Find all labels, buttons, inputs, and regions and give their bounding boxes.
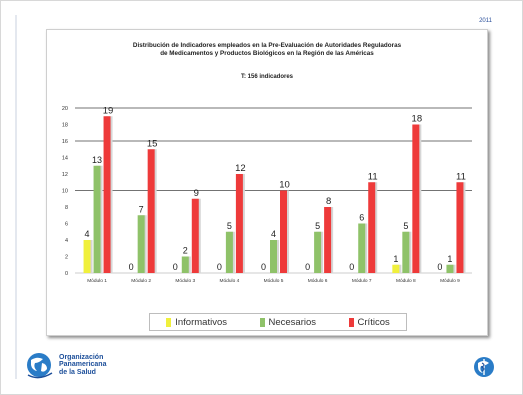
data-label: 4 (85, 229, 90, 239)
data-label: 13 (92, 155, 102, 165)
legend-item-informativos: Informativos (166, 317, 227, 328)
bar-necesarios (270, 240, 277, 273)
legend-label-informativos: Informativos (175, 316, 227, 328)
y-tick-label: 2 (65, 255, 68, 261)
data-label: 2 (183, 246, 188, 256)
data-label: 1 (393, 254, 398, 264)
legend-label-necesarios: Necesarios (268, 316, 317, 328)
x-tick-label: Módulo 1 (87, 278, 107, 284)
bar-críticos (280, 190, 287, 273)
data-label: 11 (456, 171, 466, 182)
bar-críticos (368, 182, 376, 273)
paho-logo-line-3: de la Salud (59, 368, 96, 376)
data-label: 0 (305, 262, 310, 272)
bar-necesarios (358, 223, 366, 273)
chart-panel: Distribución de Indicadores empleados en… (46, 29, 488, 336)
bar-necesarios (225, 231, 233, 273)
legend-item-necesarios: Necesarios (259, 316, 317, 328)
legend-swatch-informativos (166, 317, 172, 327)
legend-swatch-criticos (348, 317, 354, 327)
data-label: 5 (403, 221, 408, 231)
y-tick-label: 0 (65, 271, 68, 277)
chart-title-line-2: de Medicamentos y Productos Biológicos e… (160, 50, 374, 57)
paho-logo-line-2: Panamericana (59, 361, 107, 369)
data-label: 0 (437, 262, 442, 272)
data-label: 10 (279, 180, 290, 191)
data-label: 15 (147, 138, 158, 149)
data-label: 5 (315, 221, 320, 231)
y-tick-label: 8 (65, 205, 68, 211)
data-label: 19 (103, 105, 114, 116)
data-label: 11 (368, 171, 378, 182)
who-logo (472, 355, 496, 384)
bar-críticos (235, 174, 243, 273)
data-label: 6 (359, 213, 364, 223)
x-tick-label: Módulo 6 (308, 278, 328, 284)
y-tick-label: 16 (62, 139, 68, 145)
bar-informativos (83, 240, 91, 273)
bar-críticos (147, 149, 155, 273)
legend-item-criticos: Críticos (348, 316, 390, 328)
data-label: 1 (447, 254, 452, 264)
bar-críticos (412, 124, 420, 273)
data-label: 18 (412, 114, 423, 125)
y-tick-label: 20 (62, 106, 68, 112)
data-label: 9 (194, 188, 199, 199)
y-tick-label: 10 (62, 189, 68, 195)
bar-críticos (103, 116, 111, 273)
x-tick-label: Módulo 3 (175, 278, 195, 284)
paho-logo-line-1: Organización (59, 353, 104, 361)
data-label: 8 (326, 196, 331, 207)
paho-globe-icon (27, 353, 53, 379)
x-tick-label: Módulo 5 (264, 278, 284, 284)
chart-subtitle: T: 156 indicadores (240, 74, 294, 80)
bar-críticos (191, 198, 199, 273)
chart-title-line-1: Distribución de Indicadores empleados en… (132, 42, 402, 49)
legend-swatch-necesarios (259, 317, 265, 327)
data-label: 0 (129, 262, 134, 272)
year-label: 2011 (479, 18, 492, 24)
x-tick-label: Módulo 4 (220, 278, 240, 284)
bar-necesarios (93, 165, 101, 273)
slide-accent-line (15, 15, 17, 379)
legend-label-criticos: Críticos (357, 316, 390, 328)
y-tick-label: 14 (62, 156, 68, 162)
y-tick-label: 4 (65, 238, 68, 244)
data-label: 0 (349, 262, 354, 272)
bar-necesarios (137, 215, 145, 273)
x-tick-label: Módulo 2 (131, 278, 151, 284)
x-tick-label: Módulo 9 (440, 278, 460, 284)
y-tick-label: 12 (62, 172, 68, 178)
data-label: 7 (139, 204, 144, 214)
bar-informativos (392, 264, 400, 273)
bar-necesarios (402, 231, 410, 273)
chart-legend: Informativos Necesarios Críticos (149, 313, 407, 331)
who-emblem-icon (474, 357, 494, 377)
bar-críticos (324, 207, 332, 273)
x-tick-label: Módulo 8 (396, 278, 416, 284)
data-label: 0 (217, 262, 222, 272)
bar-necesarios (314, 231, 322, 273)
chart-title: Distribución de Indicadores empleados en… (47, 42, 487, 58)
paho-logo: Organización Panamericana de la Salud (25, 351, 106, 379)
data-label: 0 (261, 262, 266, 272)
data-label: 0 (173, 262, 178, 272)
y-tick-label: 6 (65, 222, 68, 228)
data-label: 5 (227, 221, 232, 231)
bar-necesarios (446, 264, 454, 273)
data-label: 12 (235, 163, 246, 174)
y-tick-label: 18 (62, 123, 68, 129)
x-tick-label: Módulo 7 (352, 278, 372, 284)
data-label: 4 (271, 229, 276, 239)
bar-críticos (456, 182, 464, 273)
paho-logo-text: Organización Panamericana de la Salud (59, 354, 106, 377)
bar-necesarios (181, 256, 189, 273)
